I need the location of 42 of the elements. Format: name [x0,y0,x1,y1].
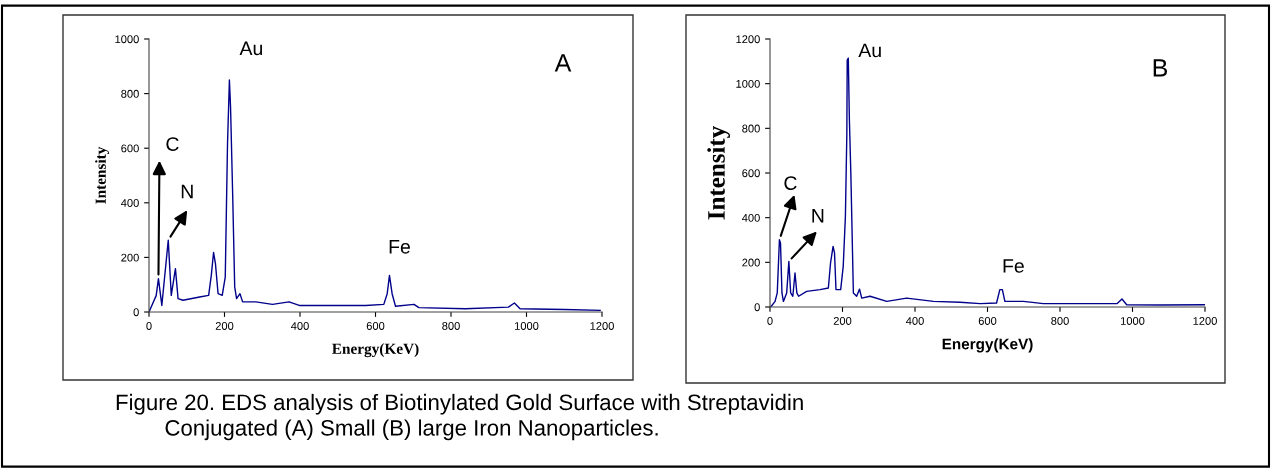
x-tick-label: 1200 [1193,317,1217,325]
y-tick-label: 800 [742,124,760,133]
annotation: C [166,137,179,151]
x-tick-label: 1200 [590,322,614,330]
annotation: Fe [389,240,410,254]
y-tick-label: 0 [133,308,139,317]
annotation: C [784,176,797,190]
x-tick-label: 800 [1051,317,1069,325]
x-tick-label: 200 [215,322,234,330]
x-tick-label: 600 [978,317,997,325]
y-tick-label: 400 [742,213,760,222]
annotation: N [812,209,824,223]
y-tick-label: 200 [121,253,139,262]
x-tick-label: 400 [290,322,309,330]
y-tick-label: 200 [742,258,760,267]
x-tick-label: 1000 [1120,317,1145,325]
x-tick-label: 0 [767,317,773,325]
x-axis-title: Energy(KeV) [332,343,419,358]
y-tick-label: 600 [121,144,139,153]
x-tick-label: 800 [442,322,460,330]
y-tick-label: 1200 [736,35,760,44]
annotation: A [554,54,572,72]
y-tick-label: 1000 [115,35,139,44]
y-tick-label: 400 [121,199,139,207]
caption: Figure 20. EDS analysis of Biotinylated Gold Surface with Streptavidin Conjugated (A) Small (B) large Iron Nanoparticles. [116,393,803,441]
y-tick-label: 600 [742,169,760,178]
annotation: N [181,184,193,199]
x-tick-label: 400 [905,317,924,325]
x-tick-label: 0 [146,322,152,330]
x-axis-title: Energy(KeV) [942,338,1033,353]
x-tick-label: 200 [833,317,852,325]
x-tick-label: 600 [366,322,385,330]
annotation: Au [858,43,881,58]
x-tick-label: 1000 [514,322,539,330]
annotation: Fe [1003,259,1024,273]
y-axis-title: Intensity [95,146,110,204]
y-axis-title: Intensity [707,126,731,220]
y-tick-label: 1000 [736,79,760,88]
y-tick-label: 800 [121,89,139,98]
y-tick-label: 0 [754,303,760,312]
annotation: Au [239,41,263,56]
annotation: B [1153,59,1168,77]
